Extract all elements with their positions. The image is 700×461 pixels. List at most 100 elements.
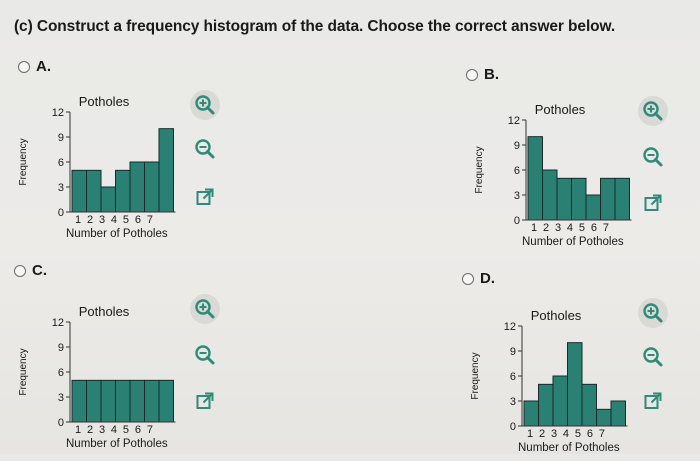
- y-tick-label: 6: [510, 371, 516, 383]
- y-axis-label: Frequency: [470, 352, 481, 399]
- chart-title: Potholes: [531, 308, 582, 323]
- histogram-bar: [552, 375, 568, 427]
- y-axis-label: Frequency: [474, 146, 485, 193]
- histogram-svg: Potholes Frequency 0 3 6 9 12 1 2 3 4 5 6 7 Numb…: [18, 94, 176, 240]
- zoom-in-button[interactable]: [638, 298, 668, 328]
- open-external-button[interactable]: [190, 182, 220, 212]
- y-tick-label: 0: [58, 417, 64, 429]
- zoom-in-button[interactable]: [190, 90, 220, 120]
- histogram-bar: [600, 177, 616, 221]
- zoom-in-button[interactable]: [190, 294, 220, 324]
- histogram-bar: [115, 169, 131, 213]
- histogram-bar: [100, 186, 116, 213]
- y-tick-label: 12: [504, 321, 516, 333]
- option-d-radio[interactable]: [462, 272, 474, 285]
- histogram-bar: [158, 379, 174, 423]
- zoom-in-icon: [643, 303, 663, 323]
- x-axis-label: Number of Potholes: [518, 442, 620, 454]
- y-tick-label: 9: [58, 342, 64, 354]
- histogram-bar: [571, 177, 587, 221]
- y-tick-label: 12: [508, 115, 520, 127]
- x-tick-labels: 1 2 3 4 5 6 7: [527, 428, 606, 440]
- histogram-svg: Potholes Frequency 0 3 6 9 12 1 2 3 4 5 6 7 Numb…: [18, 304, 176, 450]
- x-tick-labels: 1 2 3 4 5 6 7: [75, 424, 154, 436]
- y-tick-label: 3: [510, 396, 516, 408]
- option-b: B. Potholes Frequency 0 3 6 9 12 1 2 3 4 5 6 7 N…: [462, 58, 692, 258]
- zoom-in-icon: [195, 299, 215, 319]
- question-text: (c) Construct a frequency histogram of t…: [14, 18, 616, 35]
- option-c-histogram: Potholes Frequency 0 3 6 9 12 1 2 3 4 5 6 7 Numb…: [14, 302, 192, 457]
- option-b-radio[interactable]: [466, 68, 478, 81]
- y-tick-label: 12: [52, 317, 64, 329]
- open-external-button[interactable]: [190, 386, 220, 416]
- option-a-histogram: Potholes Frequency 0 3 6 9 12 1 2 3 4 5 6 7 Numb…: [14, 92, 192, 247]
- chart-title: Potholes: [535, 102, 586, 117]
- histogram-bar: [129, 161, 145, 213]
- x-axis-label: Number of Potholes: [66, 228, 168, 240]
- histogram-bar: [523, 400, 539, 427]
- y-tick-label: 6: [58, 157, 64, 169]
- histogram-svg: Potholes Frequency 0 3 6 9 12 1 2 3 4 5 6 7 Numb…: [474, 102, 632, 248]
- histogram-bar: [614, 177, 630, 221]
- option-c-radio[interactable]: [14, 264, 26, 277]
- histogram-bar: [585, 194, 601, 221]
- zoom-out-icon: [643, 347, 663, 367]
- histogram-bar: [86, 169, 102, 213]
- open-external-button[interactable]: [638, 188, 668, 218]
- zoom-out-button[interactable]: [638, 142, 668, 172]
- histogram-svg: Potholes Frequency 0 3 6 9 12 1 2 3 4 5 6 7 Numb…: [470, 308, 628, 454]
- zoom-out-button[interactable]: [190, 134, 220, 164]
- open-external-icon: [644, 392, 662, 409]
- x-tick-labels: 1 2 3 4 5 6 7: [75, 214, 154, 226]
- y-tick-label: 3: [58, 392, 64, 404]
- open-external-icon: [196, 392, 214, 409]
- option-d-histogram: Potholes Frequency 0 3 6 9 12 1 2 3 4 5 6 7 Numb…: [466, 306, 644, 461]
- option-b-histogram: Potholes Frequency 0 3 6 9 12 1 2 3 4 5 6 7 Numb…: [470, 100, 648, 255]
- y-tick-label: 6: [514, 165, 520, 177]
- y-axis-label: Frequency: [18, 138, 29, 185]
- y-axis-label: Frequency: [18, 348, 29, 395]
- zoom-out-icon: [195, 345, 215, 365]
- zoom-in-icon: [195, 95, 215, 115]
- option-a-letter: A.: [36, 58, 51, 75]
- y-tick-label: 0: [510, 421, 516, 433]
- histogram-bar: [538, 383, 554, 427]
- y-tick-label: 9: [510, 346, 516, 358]
- x-axis-label: Number of Potholes: [66, 438, 168, 450]
- histogram-bar: [144, 379, 160, 423]
- open-external-icon: [644, 194, 662, 211]
- histogram-bar: [71, 169, 87, 213]
- y-tick-label: 0: [58, 207, 64, 219]
- option-b-letter: B.: [484, 66, 499, 83]
- open-external-icon: [196, 188, 214, 205]
- x-axis-label: Number of Potholes: [522, 236, 624, 248]
- histogram-bar: [129, 379, 145, 423]
- option-d: D. Potholes Frequency 0 3 6 9 12 1 2 3 4 5 6 7 N…: [462, 262, 692, 454]
- option-a: A. Potholes Frequency 0 3 6 9 12 1 2 3 4 5 6 7 N…: [14, 58, 254, 248]
- zoom-out-button[interactable]: [190, 340, 220, 370]
- histogram-bar: [556, 177, 572, 221]
- zoom-in-icon: [643, 101, 663, 121]
- option-c-letter: C.: [32, 262, 47, 279]
- zoom-in-button[interactable]: [638, 96, 668, 126]
- zoom-out-icon: [195, 139, 215, 159]
- histogram-bar: [567, 342, 583, 427]
- open-external-button[interactable]: [638, 386, 668, 416]
- histogram-bar: [542, 169, 558, 221]
- y-tick-label: 0: [514, 215, 520, 227]
- chart-title: Potholes: [79, 304, 130, 319]
- y-tick-label: 3: [58, 182, 64, 194]
- y-tick-label: 6: [58, 367, 64, 379]
- histogram-bar: [527, 136, 543, 221]
- histogram-bar: [158, 128, 174, 213]
- option-c: C. Potholes Frequency 0 3 6 9 12 1 2 3 4 5 6 7 N…: [14, 262, 254, 452]
- x-tick-labels: 1 2 3 4 5 6 7: [531, 222, 610, 234]
- y-tick-label: 3: [514, 190, 520, 202]
- y-tick-label: 12: [52, 107, 64, 119]
- histogram-bar: [596, 408, 612, 427]
- histogram-bar: [115, 379, 131, 423]
- zoom-out-button[interactable]: [638, 342, 668, 372]
- y-tick-label: 9: [514, 140, 520, 152]
- option-a-radio[interactable]: [18, 60, 30, 73]
- y-tick-label: 9: [58, 132, 64, 144]
